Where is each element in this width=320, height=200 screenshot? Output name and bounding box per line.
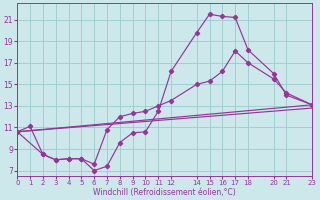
X-axis label: Windchill (Refroidissement éolien,°C): Windchill (Refroidissement éolien,°C) bbox=[93, 188, 236, 197]
